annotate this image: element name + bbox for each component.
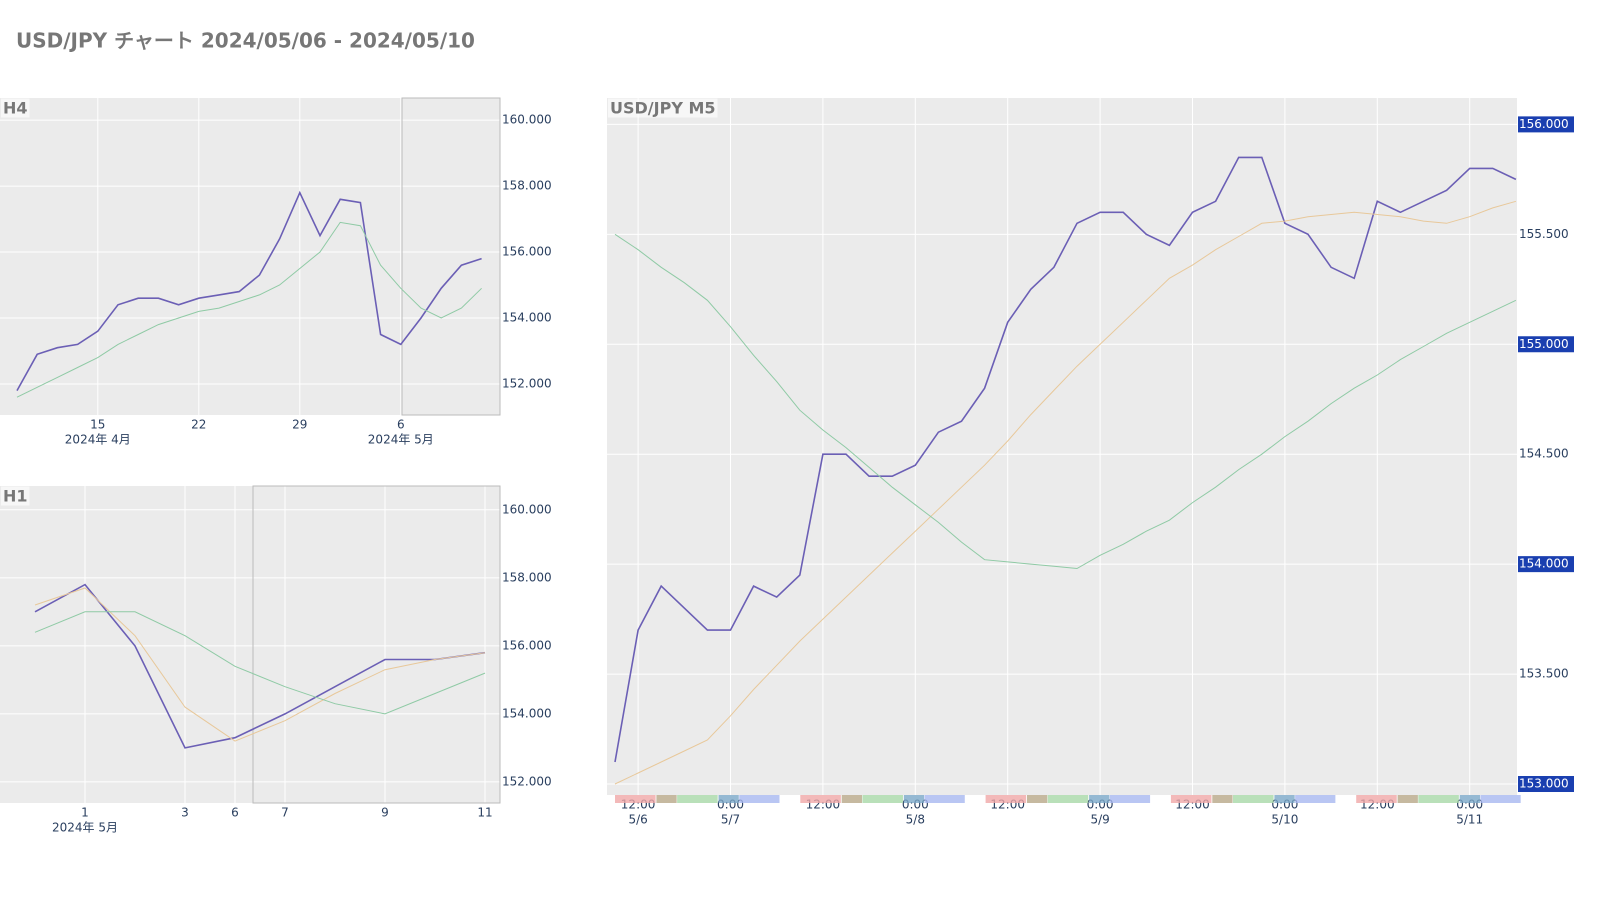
x-tick-label: 9 xyxy=(381,806,389,820)
y-tick-label: 155.000 xyxy=(1519,337,1569,351)
series-group xyxy=(34,583,486,749)
page-title: USD/JPY チャート 2024/05/06 - 2024/05/10 xyxy=(16,29,475,53)
x-tick-sublabel: 5/10 xyxy=(1271,813,1298,827)
price-line xyxy=(16,221,482,398)
x-tick-label: 22 xyxy=(191,418,206,432)
session-bar xyxy=(1397,795,1418,803)
session-bar xyxy=(1480,795,1521,803)
range-box xyxy=(252,485,501,804)
panel-title-bg xyxy=(1,486,30,506)
session-bar xyxy=(1418,795,1459,803)
x-tick-sublabel: 2024年 5月 xyxy=(368,433,434,447)
y-tick-label: 158.000 xyxy=(502,179,552,193)
plot-area xyxy=(0,98,500,415)
session-bar xyxy=(1089,795,1110,803)
x-tick-sublabel: 2024年 4月 xyxy=(65,433,131,447)
session-bar xyxy=(1356,795,1397,803)
session-bar xyxy=(1047,795,1089,803)
session-bar xyxy=(903,795,925,803)
y-tick-label: 154.000 xyxy=(1519,557,1569,571)
tick-label-box xyxy=(1518,556,1574,573)
session-bar xyxy=(1295,795,1336,803)
x-tick-sublabel: 5/7 xyxy=(721,813,740,827)
session-bar xyxy=(656,795,677,803)
session-bar xyxy=(841,795,862,803)
session-bar xyxy=(1212,795,1233,803)
session-bar xyxy=(1274,795,1295,803)
x-tick-label: 3 xyxy=(181,806,189,820)
x-tick-sublabel: 2024年 5月 xyxy=(52,821,118,835)
session-bar xyxy=(677,795,718,803)
session-bar xyxy=(1109,795,1151,803)
x-tick-label: 1 xyxy=(81,806,89,820)
session-bar xyxy=(800,795,841,803)
y-tick-label: 152.000 xyxy=(502,774,552,788)
panel-title: H4 xyxy=(3,99,28,118)
x-tick-label: 15 xyxy=(90,418,105,432)
price-line xyxy=(614,200,1517,785)
session-bar xyxy=(1027,795,1048,803)
y-tick-label: 154.000 xyxy=(502,706,552,720)
y-tick-label: 158.000 xyxy=(502,570,552,584)
session-bar xyxy=(615,795,656,803)
y-tick-label: 160.000 xyxy=(502,502,552,516)
tick-label-box xyxy=(1518,336,1574,353)
x-tick-label: 6 xyxy=(231,806,239,820)
panel-title-bg xyxy=(608,98,718,118)
y-tick-label: 155.500 xyxy=(1519,227,1569,241)
plot-area xyxy=(0,486,500,803)
plot-area xyxy=(607,98,1517,795)
y-tick-label: 156.000 xyxy=(502,638,552,652)
price-line xyxy=(34,611,486,715)
y-tick-label: 154.500 xyxy=(1519,447,1569,461)
session-bar xyxy=(985,795,1027,803)
y-tick-label: 152.000 xyxy=(502,376,552,390)
session-bar xyxy=(1170,795,1212,803)
session-bar xyxy=(1233,795,1274,803)
panel-title: USD/JPY M5 xyxy=(610,99,716,118)
x-tick-sublabel: 5/6 xyxy=(628,813,647,827)
session-bar xyxy=(1459,795,1480,803)
x-tick-sublabel: 5/11 xyxy=(1456,813,1483,827)
panel-title-bg xyxy=(1,98,30,118)
range-box xyxy=(401,97,501,416)
y-tick-label: 156.000 xyxy=(1519,117,1569,131)
price-line xyxy=(614,233,1517,570)
series-group xyxy=(16,190,482,398)
price-line xyxy=(614,156,1517,763)
x-tick-sublabel: 5/9 xyxy=(1090,813,1109,827)
x-tick-label: 6 xyxy=(397,418,405,432)
x-tick-label: 11 xyxy=(477,806,492,820)
session-bar xyxy=(924,795,965,803)
y-tick-label: 154.000 xyxy=(502,311,552,325)
y-tick-label: 153.500 xyxy=(1519,667,1569,681)
session-bar xyxy=(739,795,780,803)
panel-title: H1 xyxy=(3,487,28,506)
price-line xyxy=(16,190,482,391)
y-tick-label: 153.000 xyxy=(1519,777,1569,791)
tick-label-box xyxy=(1518,116,1574,133)
tick-label-box xyxy=(1518,776,1574,793)
price-line xyxy=(34,583,486,749)
y-tick-label: 160.000 xyxy=(502,113,552,127)
x-tick-label: 29 xyxy=(292,418,307,432)
session-bar xyxy=(862,795,903,803)
x-tick-label: 7 xyxy=(281,806,289,820)
series-group xyxy=(614,156,1517,785)
session-bar xyxy=(718,795,739,803)
y-tick-label: 156.000 xyxy=(502,245,552,259)
x-tick-sublabel: 5/8 xyxy=(906,813,925,827)
